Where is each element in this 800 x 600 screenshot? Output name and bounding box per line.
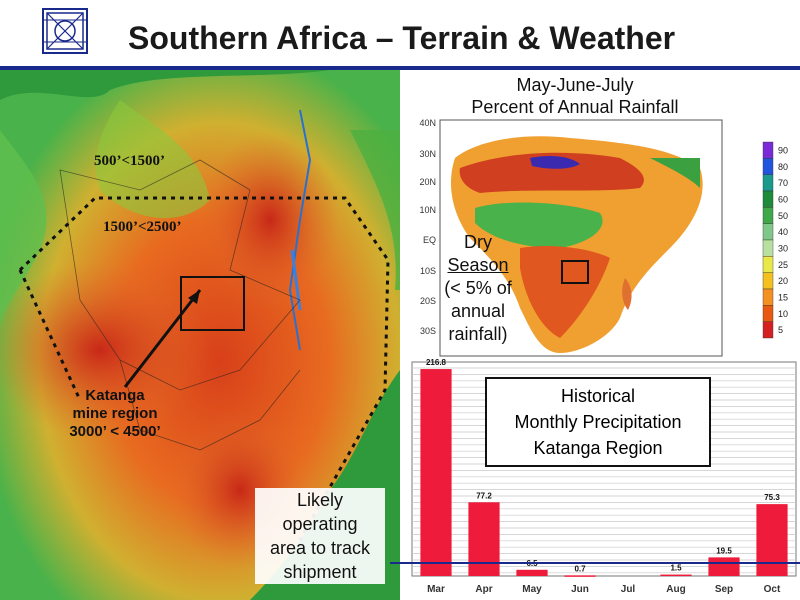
chart-x-tick-label: Jul: [621, 584, 636, 595]
header-divider: [0, 66, 800, 70]
chart-bar: [708, 557, 740, 576]
lat-label: 20N: [419, 177, 436, 187]
dry-season-line1: Dry: [464, 232, 492, 252]
chart-bar: [660, 574, 692, 577]
chart-x-tick-label: Sep: [715, 584, 733, 595]
colorbar-swatch: [762, 158, 774, 175]
colorbar-swatch: [762, 239, 774, 257]
colorbar-label: 30: [778, 243, 788, 253]
chart-x-tick-label: Aug: [666, 584, 685, 595]
colorbar-swatch: [762, 321, 774, 339]
southwest-plateau: [0, 260, 210, 440]
colorbar-swatch: [762, 207, 774, 224]
operating-area-label: Likely operating area to track shipment: [255, 488, 385, 584]
historical-title-line1: Historical: [560, 386, 635, 406]
colorbar-label: 80: [778, 162, 788, 172]
colorbar-label: 70: [778, 178, 788, 188]
elevation-label-mid: 1500’<2500’: [103, 219, 182, 235]
operating-label-line3: area to track: [269, 538, 371, 558]
colorbar-label: 5: [778, 325, 783, 335]
chart-x-tick-label: Mar: [427, 584, 445, 595]
colorbar-label: 10: [778, 309, 788, 319]
katanga-region-box: [180, 276, 245, 331]
historical-title-line3: Katanga Region: [533, 438, 663, 458]
chart-x-tick-label: May: [522, 584, 542, 595]
colorbar-swatch: [762, 174, 774, 192]
chart-bar: [468, 502, 500, 576]
chart-bar: [564, 575, 596, 577]
lat-label: 30S: [420, 326, 436, 336]
historical-chart-title: Historical Monthly Precipitation Katanga…: [485, 377, 711, 467]
katanga-marker-box: [561, 260, 589, 284]
rainfall-title-line2: Percent of Annual Rainfall: [471, 97, 679, 117]
lat-label: 10S: [420, 266, 436, 276]
institution-logo: [42, 8, 88, 54]
colorbar-label: 25: [778, 260, 788, 270]
dry-season-line2: Season: [447, 255, 509, 275]
chart-x-tick-label: Apr: [475, 584, 492, 595]
page-title: Southern Africa – Terrain & Weather: [128, 20, 676, 56]
operating-label-line1: Likely: [296, 490, 344, 510]
latitude-axis: 40N 30N 20N 10N EQ 10S 20S 30S: [419, 118, 436, 336]
sahara-wet-anomaly: [530, 156, 580, 169]
sahara-dry-zone: [459, 152, 644, 193]
lat-label: 20S: [420, 296, 436, 306]
colorbar-swatch: [762, 190, 774, 208]
katanga-region-label: Katanga mine region 3000’ < 4500’: [50, 387, 180, 441]
colorbar-label: 60: [778, 194, 788, 204]
rainfall-title-line1: May-June-July: [516, 75, 634, 95]
chart-data-label: 75.3: [764, 493, 780, 502]
sahel-wet-zone: [475, 202, 603, 248]
katanga-label-line1: Katanga: [85, 387, 145, 404]
lake-tanganyika: [288, 109, 312, 351]
dry-season-line4: annual: [450, 301, 506, 321]
colorbar-label: 15: [778, 292, 788, 302]
chart-data-label: 19.5: [716, 546, 732, 555]
madagascar: [622, 278, 632, 310]
chart-bar: [756, 504, 788, 576]
rainfall-percent-map: 40N 30N 20N 10N EQ 10S 20S 30S: [419, 118, 723, 357]
elevation-label-low: 500’<1500’: [94, 153, 166, 169]
colorbar-swatch: [762, 256, 774, 273]
katanga-label-line3: 3000’ < 4500’: [69, 423, 161, 440]
operating-label-line4: shipment: [283, 562, 357, 582]
colorbar-label: 40: [778, 227, 788, 237]
east-african-highlands: [200, 130, 340, 310]
chart-bar: [420, 369, 452, 576]
katanga-label-line2: mine region: [72, 405, 158, 422]
operating-label-line2: operating: [282, 514, 358, 534]
colorbar-swatch: [762, 288, 774, 306]
dry-season-line3: (< 5% of: [444, 278, 512, 298]
dry-season-label: Dry Season (< 5% of annual rainfall): [428, 231, 528, 346]
lat-label: 30N: [419, 149, 436, 159]
lake-malawi: [290, 249, 302, 311]
dry-season-line5: rainfall): [448, 324, 508, 344]
chart-x-tick-label: Oct: [764, 584, 781, 595]
colorbar-swatch: [762, 141, 774, 159]
colorbar-swatch: [762, 305, 774, 322]
colorbar-label: 20: [778, 276, 788, 286]
chart-x-tick-label: Jun: [571, 584, 589, 595]
country-borders: [59, 159, 301, 391]
colorbar-label: 50: [778, 211, 788, 221]
colorbar-label: 90: [778, 145, 788, 155]
colorbar-swatch: [762, 272, 774, 290]
rainfall-colorbar-legend: 90 80 70 60 50 40 30 25 20 15 10 5: [762, 141, 788, 339]
chart-data-label: 0.7: [574, 564, 586, 573]
operating-area-outline: [18, 196, 390, 541]
lat-label: EQ: [423, 235, 436, 245]
chart-data-label: 1.5: [670, 564, 682, 573]
historical-title-line2: Monthly Precipitation: [514, 412, 682, 432]
rainfall-map-title: May-June-July Percent of Annual Rainfall: [400, 74, 750, 118]
chart-data-label: 77.2: [476, 491, 492, 500]
lat-label: 10N: [419, 205, 436, 215]
chart-bar: [516, 569, 548, 576]
footer-divider: [390, 562, 800, 564]
katanga-pointer-arrow: [123, 289, 202, 388]
lat-label: 40N: [419, 118, 436, 128]
colorbar-swatch: [762, 223, 774, 241]
chart-data-label: 216.8: [426, 358, 447, 367]
